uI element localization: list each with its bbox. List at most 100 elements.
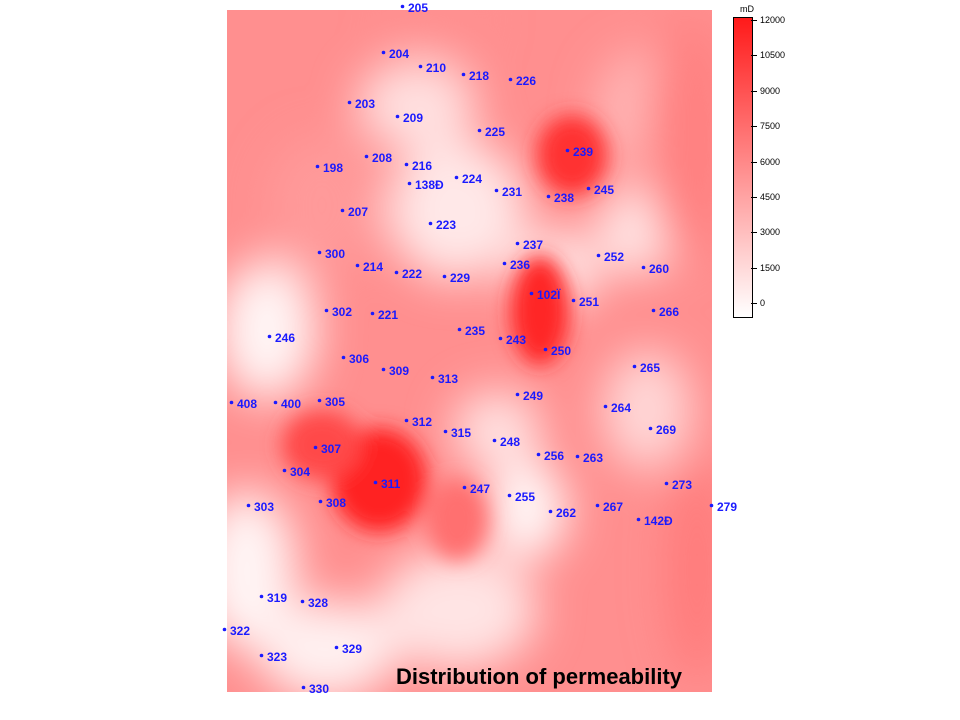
well-marker-icon	[404, 418, 409, 423]
well-id: 265	[640, 361, 661, 375]
well-label: 255	[507, 491, 535, 503]
well-label: 231	[494, 186, 522, 198]
well-label: 269	[648, 424, 676, 436]
well-id: 267	[603, 500, 624, 514]
well-label: 246	[267, 332, 295, 344]
well-label: 329	[334, 643, 362, 655]
well-marker-icon	[317, 250, 322, 255]
well-label: 249	[515, 390, 543, 402]
well-marker-icon	[648, 426, 653, 431]
well-id: 218	[469, 69, 490, 83]
well-id: 246	[275, 331, 296, 345]
well-label: 304	[282, 466, 310, 478]
well-marker-icon	[395, 114, 400, 119]
colorbar-tick-label: 12000	[760, 15, 786, 25]
well-marker-icon	[595, 503, 600, 508]
well-marker-icon	[318, 499, 323, 504]
well-label: 210	[418, 62, 446, 74]
well-marker-icon	[502, 261, 507, 266]
well-marker-icon	[259, 653, 264, 658]
well-marker-icon	[430, 375, 435, 380]
well-id: 306	[349, 352, 370, 366]
well-label: 102Ï	[529, 289, 560, 301]
well-label: 229	[442, 272, 470, 284]
well-marker-icon	[477, 128, 482, 133]
well-marker-icon	[315, 164, 320, 169]
well-marker-icon	[355, 263, 360, 268]
well-marker-icon	[636, 517, 641, 522]
colorbar-tick-label: 10500	[760, 50, 786, 61]
well-id: 322	[230, 624, 251, 638]
well-marker-icon	[381, 367, 386, 372]
well-id: 243	[506, 333, 527, 347]
well-label: 208	[364, 152, 392, 164]
well-marker-icon	[462, 485, 467, 490]
well-label: 239	[565, 146, 593, 158]
well-id: 302	[332, 305, 353, 319]
well-marker-icon	[364, 154, 369, 159]
well-label: 203	[347, 98, 375, 110]
well-marker-icon	[341, 355, 346, 360]
well-marker-icon	[400, 4, 405, 9]
well-label: 250	[543, 345, 571, 357]
well-marker-icon	[575, 454, 580, 459]
well-label: 198	[315, 162, 343, 174]
well-marker-icon	[428, 221, 433, 226]
well-label: 237	[515, 239, 543, 251]
well-id: 307	[321, 442, 342, 456]
well-marker-icon	[340, 208, 345, 213]
well-marker-icon	[632, 364, 637, 369]
well-label: 263	[575, 452, 603, 464]
colorbar-tick	[751, 303, 757, 304]
well-id: 256	[544, 449, 565, 463]
well-id: 263	[583, 451, 604, 465]
well-marker-icon	[324, 308, 329, 313]
well-marker-icon	[546, 194, 551, 199]
well-id: 138Đ	[415, 178, 444, 192]
colorbar-tick	[751, 232, 757, 234]
well-id: 250	[551, 344, 572, 358]
well-id: 408	[237, 397, 258, 411]
well-label: 279	[709, 501, 737, 513]
colorbar-tick	[751, 196, 757, 198]
well-label: 222	[394, 268, 422, 280]
well-id: 239	[573, 145, 594, 159]
well-id: 300	[325, 247, 346, 261]
well-label: 224	[454, 173, 482, 185]
well-id: 400	[281, 397, 302, 411]
well-label: 235	[457, 325, 485, 337]
colorbar-tick-label: 4500	[760, 191, 781, 202]
well-id: 209	[403, 111, 424, 125]
well-marker-icon	[548, 509, 553, 514]
well-marker-icon	[603, 404, 608, 409]
well-label: 400	[273, 398, 301, 410]
permeability-map	[227, 10, 712, 692]
well-id: 205	[408, 1, 429, 15]
well-id: 225	[485, 125, 506, 139]
well-marker-icon	[407, 181, 412, 186]
well-label: 264	[603, 402, 631, 414]
well-label: 266	[651, 306, 679, 318]
well-id: 260	[649, 262, 670, 276]
well-id: 238	[554, 191, 575, 205]
well-id: 279	[717, 500, 738, 514]
well-marker-icon	[246, 503, 251, 508]
well-marker-icon	[229, 400, 234, 405]
well-id: 221	[378, 308, 399, 322]
well-id: 330	[309, 682, 330, 696]
well-id: 214	[363, 260, 384, 274]
well-id: 328	[308, 596, 329, 610]
well-id: 224	[462, 172, 483, 186]
well-label: 300	[317, 248, 345, 260]
map-title: Distribution of permeability	[396, 664, 683, 689]
colorbar-tick-label: 1500	[760, 262, 781, 273]
well-id: 312	[412, 415, 433, 429]
colorbar-tick-label: 6000	[760, 156, 781, 167]
well-marker-icon	[273, 400, 278, 405]
heatmap-field	[227, 10, 712, 692]
well-label: 328	[300, 597, 328, 609]
well-id: 226	[516, 74, 537, 88]
well-id: 229	[450, 271, 471, 285]
well-marker-icon	[267, 334, 272, 339]
well-marker-icon	[370, 311, 375, 316]
